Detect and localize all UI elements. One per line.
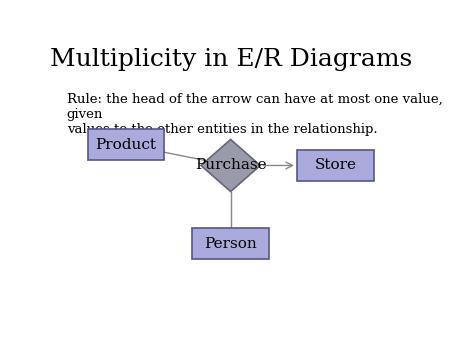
Bar [88,129,164,160]
Bar [297,150,374,181]
Text: Rule: the head of the arrow can have at most one value, given
values to the othe: Rule: the head of the arrow can have at … [67,93,442,136]
Text: Multiplicity in E/R Diagrams: Multiplicity in E/R Diagrams [50,48,412,71]
Text: Store: Store [314,159,356,172]
Text: Person: Person [204,237,257,250]
Text: Purchase: Purchase [195,159,266,172]
Polygon shape [201,140,260,192]
Bar [192,228,269,259]
Text: Product: Product [95,138,157,152]
